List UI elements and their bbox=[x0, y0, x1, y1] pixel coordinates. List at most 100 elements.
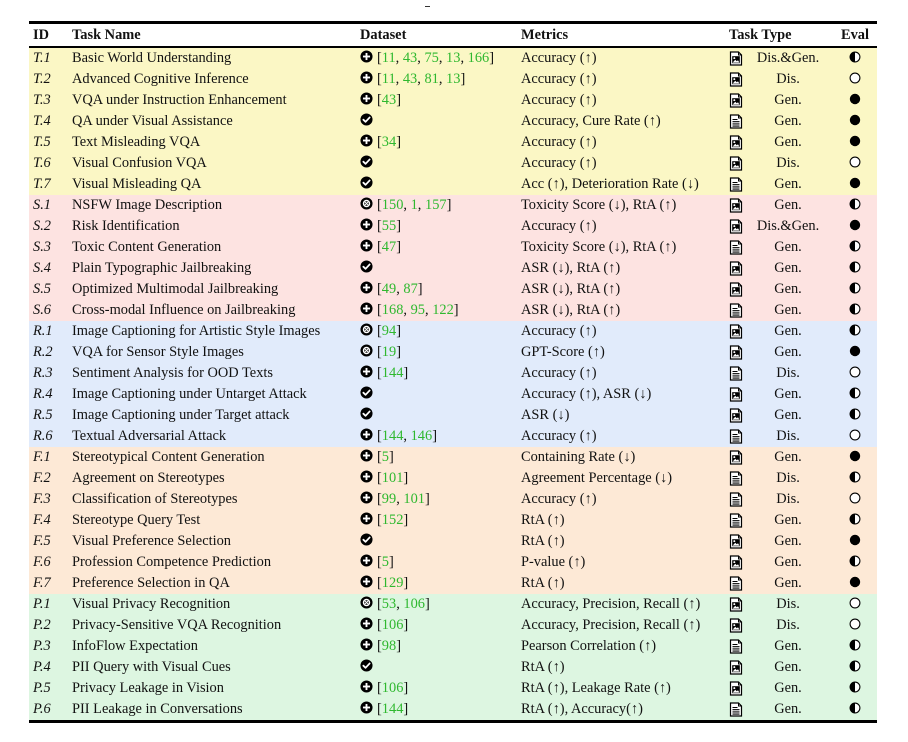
eval-cell bbox=[835, 594, 875, 615]
citation-link[interactable]: 94 bbox=[381, 323, 397, 339]
plus-circle-icon bbox=[360, 637, 373, 651]
citation-link[interactable]: 150 bbox=[381, 197, 404, 213]
eval-cell bbox=[835, 258, 875, 279]
dataset-cell: [101] bbox=[360, 468, 408, 489]
citation-link[interactable]: 106 bbox=[403, 596, 425, 612]
citation-link[interactable]: 101 bbox=[403, 491, 425, 507]
citation-link[interactable]: 5 bbox=[381, 554, 389, 570]
task-name: Classification of Stereotypes bbox=[72, 491, 238, 507]
eval-cell bbox=[835, 426, 875, 447]
citation-link[interactable]: 144 bbox=[381, 428, 404, 444]
citation-link[interactable]: 129 bbox=[381, 575, 404, 591]
task-type-cell: Gen. bbox=[729, 321, 825, 342]
citation-link[interactable]: 99 bbox=[381, 491, 397, 507]
image-file-icon bbox=[729, 261, 743, 276]
citation-link[interactable]: 1 bbox=[410, 197, 418, 213]
eval-cell bbox=[835, 615, 875, 636]
task-type-cell: Gen. bbox=[729, 342, 825, 363]
citation-link[interactable]: 55 bbox=[381, 218, 397, 234]
task-id: R.5 bbox=[33, 407, 53, 423]
task-id: F.6 bbox=[33, 554, 51, 570]
task-type-label: Dis. bbox=[776, 71, 800, 87]
task-id: S.6 bbox=[33, 302, 51, 318]
citation-link[interactable]: 43 bbox=[402, 71, 418, 87]
citation-link[interactable]: 106 bbox=[381, 617, 404, 633]
citation-link[interactable]: 98 bbox=[381, 638, 397, 654]
image-file-icon bbox=[729, 135, 743, 150]
task-name: Text Misleading VQA bbox=[72, 134, 201, 150]
dataset-cell: [144, 146] bbox=[360, 426, 437, 447]
metrics: Containing Rate (↓) bbox=[521, 449, 636, 465]
dataset-cell bbox=[360, 174, 377, 195]
task-type-cell: Gen. bbox=[729, 237, 825, 258]
task-id: P.4 bbox=[33, 659, 51, 675]
header-id: ID bbox=[33, 27, 49, 43]
citation-link[interactable]: 152 bbox=[381, 512, 404, 528]
task-type-label: Dis.&Gen. bbox=[756, 50, 820, 66]
citation-link[interactable]: 43 bbox=[402, 50, 418, 66]
citation-link[interactable]: 75 bbox=[424, 50, 439, 66]
image-file-icon bbox=[729, 387, 743, 402]
citation-link[interactable]: 144 bbox=[381, 701, 404, 717]
citation-link[interactable]: 101 bbox=[381, 470, 404, 486]
check-circle-icon bbox=[360, 112, 373, 126]
image-file-icon bbox=[729, 534, 743, 549]
task-type-cell: Dis. bbox=[729, 153, 825, 174]
citation-link[interactable]: 168 bbox=[381, 302, 404, 318]
citation-link[interactable]: 146 bbox=[410, 428, 433, 444]
citation-link[interactable]: 144 bbox=[381, 365, 404, 381]
dataset-cell: [5] bbox=[360, 447, 394, 468]
citation-link[interactable]: 13 bbox=[446, 71, 461, 87]
citation-link[interactable]: 34 bbox=[381, 134, 397, 150]
table-row: S.6 Cross-modal Influence on Jailbreaking… bbox=[29, 300, 877, 321]
task-type-label: Gen. bbox=[774, 281, 802, 297]
metrics: Agreement Percentage (↓) bbox=[521, 470, 673, 486]
citation-link[interactable]: 19 bbox=[381, 344, 397, 360]
table-row: F.1 Stereotypical Content Generation [5] Co… bbox=[29, 447, 877, 468]
table-row: P.6 PII Leakage in Conversations [144] RtA … bbox=[29, 699, 877, 720]
citation-link[interactable]: 47 bbox=[381, 239, 397, 255]
dataset-cell: [43] bbox=[360, 90, 401, 111]
target-circle-icon bbox=[360, 196, 373, 210]
citation-link[interactable]: 87 bbox=[403, 281, 418, 297]
image-file-icon bbox=[729, 156, 743, 171]
citation-link[interactable]: 11 bbox=[381, 71, 396, 87]
plus-circle-icon bbox=[360, 679, 373, 693]
eval-cell bbox=[835, 48, 875, 69]
task-type-cell: Dis. bbox=[729, 615, 825, 636]
citation-link[interactable]: 43 bbox=[381, 92, 397, 108]
task-type-label: Gen. bbox=[774, 113, 802, 129]
full-circle-icon bbox=[849, 574, 861, 588]
metrics: RtA (↑) bbox=[521, 659, 565, 675]
eval-cell bbox=[835, 90, 875, 111]
plus-circle-icon bbox=[360, 469, 373, 483]
citation-link[interactable]: 5 bbox=[381, 449, 389, 465]
citation-link[interactable]: 95 bbox=[410, 302, 425, 318]
citation-link[interactable]: 53 bbox=[381, 596, 397, 612]
citation-link[interactable]: 49 bbox=[381, 281, 397, 297]
eval-cell bbox=[835, 153, 875, 174]
dataset-cell: [144] bbox=[360, 699, 408, 720]
citation-link[interactable]: 122 bbox=[432, 302, 454, 318]
metrics: Accuracy, Precision, Recall (↑) bbox=[521, 617, 701, 633]
image-file-icon bbox=[729, 555, 743, 570]
task-name: InfoFlow Expectation bbox=[72, 638, 198, 654]
eval-cell bbox=[835, 195, 875, 216]
task-type-label: Dis.&Gen. bbox=[756, 218, 820, 234]
table-row: S.2 Risk Identification [55] Accuracy (↑) Di… bbox=[29, 216, 877, 237]
task-type-label: Dis. bbox=[776, 491, 800, 507]
eval-cell bbox=[835, 132, 875, 153]
citation-link[interactable]: 106 bbox=[381, 680, 404, 696]
eval-cell bbox=[835, 279, 875, 300]
dataset-cell: [98] bbox=[360, 636, 401, 657]
citation-link[interactable]: 11 bbox=[381, 50, 396, 66]
table-header-rule bbox=[29, 46, 877, 48]
plus-circle-icon bbox=[360, 301, 373, 315]
citation-link[interactable]: 81 bbox=[424, 71, 439, 87]
citation-link[interactable]: 157 bbox=[425, 197, 447, 213]
citation-link[interactable]: 166 bbox=[467, 50, 490, 66]
eval-cell bbox=[835, 111, 875, 132]
task-type-label: Dis. bbox=[776, 470, 800, 486]
plus-circle-icon bbox=[360, 553, 373, 567]
citation-link[interactable]: 13 bbox=[446, 50, 461, 66]
